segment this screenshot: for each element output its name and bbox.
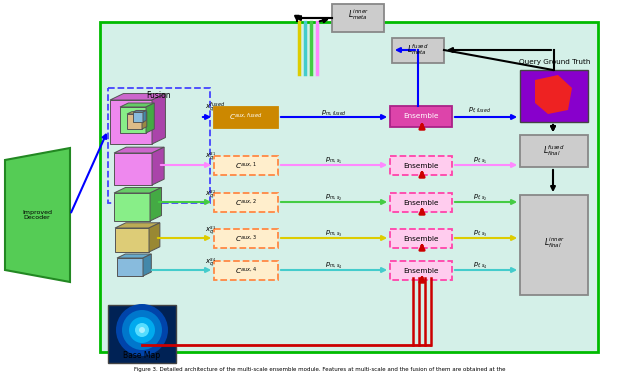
Bar	[108, 305, 176, 363]
Bar	[120, 107, 146, 133]
Text: $C^{aux,4}$: $C^{aux,4}$	[235, 265, 257, 277]
Polygon shape	[535, 75, 572, 114]
Bar	[390, 106, 452, 127]
Text: Ensemble: Ensemble	[403, 236, 439, 242]
Text: Base Map: Base Map	[124, 352, 161, 360]
Text: $p_{f,s_1}$: $p_{f,s_1}$	[473, 156, 487, 166]
Circle shape	[129, 317, 155, 343]
Polygon shape	[142, 112, 147, 129]
Bar	[115, 228, 149, 252]
Bar	[520, 195, 588, 295]
Text: $C^{aux,fused}$: $C^{aux,fused}$	[229, 111, 262, 123]
Text: Ensemble: Ensemble	[403, 200, 439, 206]
Circle shape	[122, 310, 162, 350]
Bar	[100, 22, 598, 352]
Text: $p_{f,fused}$: $p_{f,fused}$	[468, 105, 492, 114]
Text: $x_q^{s_3}$: $x_q^{s_3}$	[205, 224, 216, 238]
Text: $C^{aux,2}$: $C^{aux,2}$	[235, 198, 257, 209]
Bar	[127, 114, 142, 129]
Text: $x_q^{s_1}$: $x_q^{s_1}$	[205, 151, 216, 164]
Polygon shape	[133, 110, 146, 112]
Polygon shape	[152, 94, 165, 144]
Polygon shape	[120, 103, 154, 107]
Polygon shape	[114, 187, 161, 193]
Text: $p_{m,s_2}$: $p_{m,s_2}$	[325, 193, 342, 203]
Bar	[114, 153, 152, 185]
Text: Ensemble: Ensemble	[403, 268, 439, 274]
Text: Ensemble: Ensemble	[403, 113, 439, 119]
Circle shape	[116, 304, 168, 356]
Polygon shape	[150, 187, 161, 221]
Bar	[133, 112, 143, 122]
Polygon shape	[117, 254, 151, 258]
Bar	[390, 229, 452, 248]
Bar	[332, 4, 384, 32]
Text: Improved
Decoder: Improved Decoder	[22, 209, 52, 220]
Text: $p_{f,s_3}$: $p_{f,s_3}$	[473, 229, 487, 239]
Text: Fusion: Fusion	[147, 92, 172, 100]
Text: $C^{aux,3}$: $C^{aux,3}$	[235, 233, 257, 244]
Polygon shape	[127, 112, 147, 114]
Text: Query Ground Truth: Query Ground Truth	[519, 59, 591, 65]
Text: Figure 3. Detailed architecture of the multi-scale ensemble module. Features at : Figure 3. Detailed architecture of the m…	[134, 368, 506, 373]
Bar	[114, 193, 150, 221]
Text: $p_{m,s_1}$: $p_{m,s_1}$	[325, 156, 342, 166]
Bar	[390, 156, 452, 175]
Polygon shape	[114, 147, 164, 153]
Text: $L^{inner}_{final}$: $L^{inner}_{final}$	[543, 236, 564, 251]
Text: $x_q^{s_4}$: $x_q^{s_4}$	[205, 256, 216, 270]
Polygon shape	[5, 148, 70, 282]
Bar	[392, 38, 444, 63]
Bar	[390, 193, 452, 212]
Bar	[390, 261, 452, 280]
Text: $p_{m,s_4}$: $p_{m,s_4}$	[325, 261, 342, 271]
Polygon shape	[143, 254, 151, 276]
Bar	[520, 70, 588, 122]
Bar	[108, 88, 210, 203]
Polygon shape	[110, 94, 165, 100]
Circle shape	[139, 327, 145, 333]
Bar	[214, 261, 278, 280]
Polygon shape	[115, 223, 160, 228]
Circle shape	[135, 323, 149, 337]
Bar	[214, 156, 278, 175]
Text: $p_{f,s_2}$: $p_{f,s_2}$	[473, 193, 487, 203]
Text: $p_{f,s_4}$: $p_{f,s_4}$	[473, 261, 487, 271]
Text: $L^{fused}_{meta}$: $L^{fused}_{meta}$	[407, 43, 429, 57]
Bar	[214, 107, 278, 128]
Text: $x_q^{fused}$: $x_q^{fused}$	[205, 101, 225, 115]
Text: $p_{m,s_3}$: $p_{m,s_3}$	[325, 229, 342, 239]
Text: $L^{inner}_{meta}$: $L^{inner}_{meta}$	[348, 8, 369, 22]
Bar	[117, 258, 143, 276]
Polygon shape	[152, 147, 164, 185]
Bar	[520, 135, 588, 167]
Polygon shape	[146, 103, 154, 133]
Bar	[214, 229, 278, 248]
Polygon shape	[143, 110, 146, 122]
Text: $x_q^{s_2}$: $x_q^{s_2}$	[205, 188, 216, 202]
Text: $C^{aux,1}$: $C^{aux,1}$	[235, 160, 257, 172]
Bar	[214, 193, 278, 212]
Text: $L^{fused}_{final}$: $L^{fused}_{final}$	[543, 144, 565, 159]
Bar	[110, 100, 152, 144]
Polygon shape	[149, 223, 160, 252]
Text: Ensemble: Ensemble	[403, 163, 439, 169]
Text: $p_{m,fused}$: $p_{m,fused}$	[321, 109, 347, 117]
